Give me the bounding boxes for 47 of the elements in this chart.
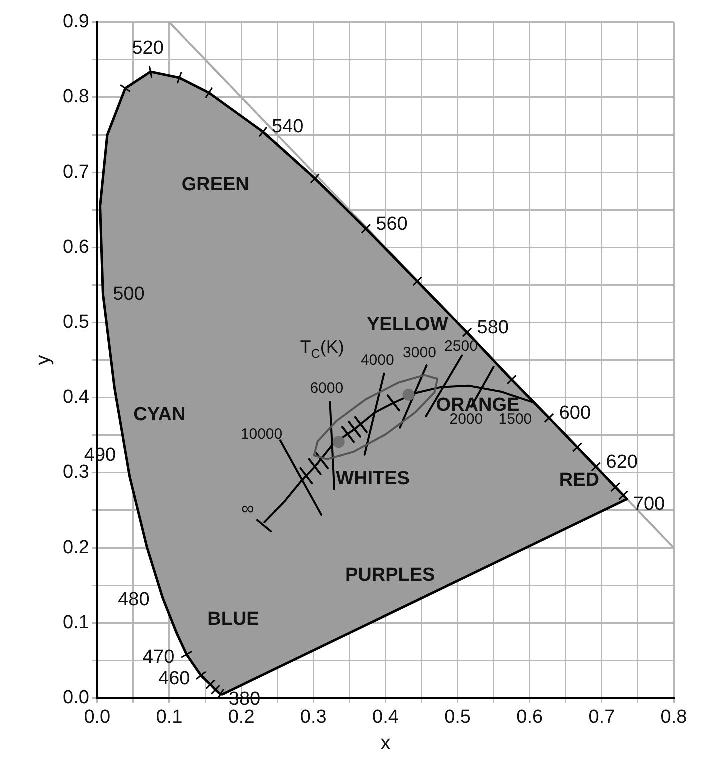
x-tick-label: 0.3 [300, 706, 327, 728]
annotation: PURPLES [345, 565, 436, 586]
annotation: 460 [158, 668, 190, 690]
y-tick-label: 0.9 [62, 12, 90, 33]
y-tick-label: 0.2 [62, 537, 90, 558]
annotation: RED [559, 470, 600, 491]
y-tick-label: 0.8 [62, 86, 90, 108]
annotation: 3000 [403, 344, 436, 362]
annotation: YELLOW [366, 314, 448, 336]
x-tick-label: 0.0 [84, 706, 111, 728]
annotation: 620 [606, 452, 638, 474]
annotation: 560 [376, 214, 408, 235]
x-tick-label: 0.2 [228, 706, 255, 728]
y-tick-label: 0.6 [62, 236, 90, 258]
x-tick-label: 0.4 [372, 706, 400, 728]
x-tick-label: 0.5 [444, 706, 471, 728]
annotation: 470 [142, 646, 175, 668]
annotation: 1500 [498, 410, 532, 428]
x-tick-label: 0.6 [516, 706, 544, 728]
annotation: 520 [132, 38, 164, 59]
annotation: WHITES [336, 468, 410, 490]
annotation: GREEN [182, 174, 250, 196]
annotation: 500 [113, 284, 145, 305]
annotation: CYAN [134, 404, 186, 426]
annotation: 540 [272, 116, 304, 138]
annotation: ∞ [241, 498, 254, 519]
annotation: BLUE [208, 609, 260, 630]
x-tick-label: 0.8 [660, 706, 688, 728]
x-axis-title: x [380, 732, 391, 755]
y-axis-title: y [32, 355, 55, 366]
y-tick-label: 0.0 [62, 687, 90, 708]
annotation: 10000 [240, 426, 283, 443]
y-tick-label: 0.7 [62, 162, 90, 183]
x-tick-label: 0.7 [588, 706, 616, 728]
y-tick-label: 0.1 [62, 612, 90, 634]
y-tick-label: 0.4 [62, 387, 90, 408]
annotation: 2500 [444, 338, 478, 355]
annotation: 600 [559, 403, 592, 424]
annotation: 6000 [310, 380, 344, 397]
annotation: 2000 [450, 410, 484, 428]
x-tick-label: 0.1 [156, 706, 183, 728]
y-tick-label: 0.5 [62, 312, 90, 333]
y-tick-label: 0.3 [62, 462, 90, 484]
annotation: 580 [477, 318, 509, 339]
annotation: 700 [633, 494, 666, 515]
annotation: 4000 [360, 352, 394, 370]
annotation: 480 [118, 590, 150, 611]
